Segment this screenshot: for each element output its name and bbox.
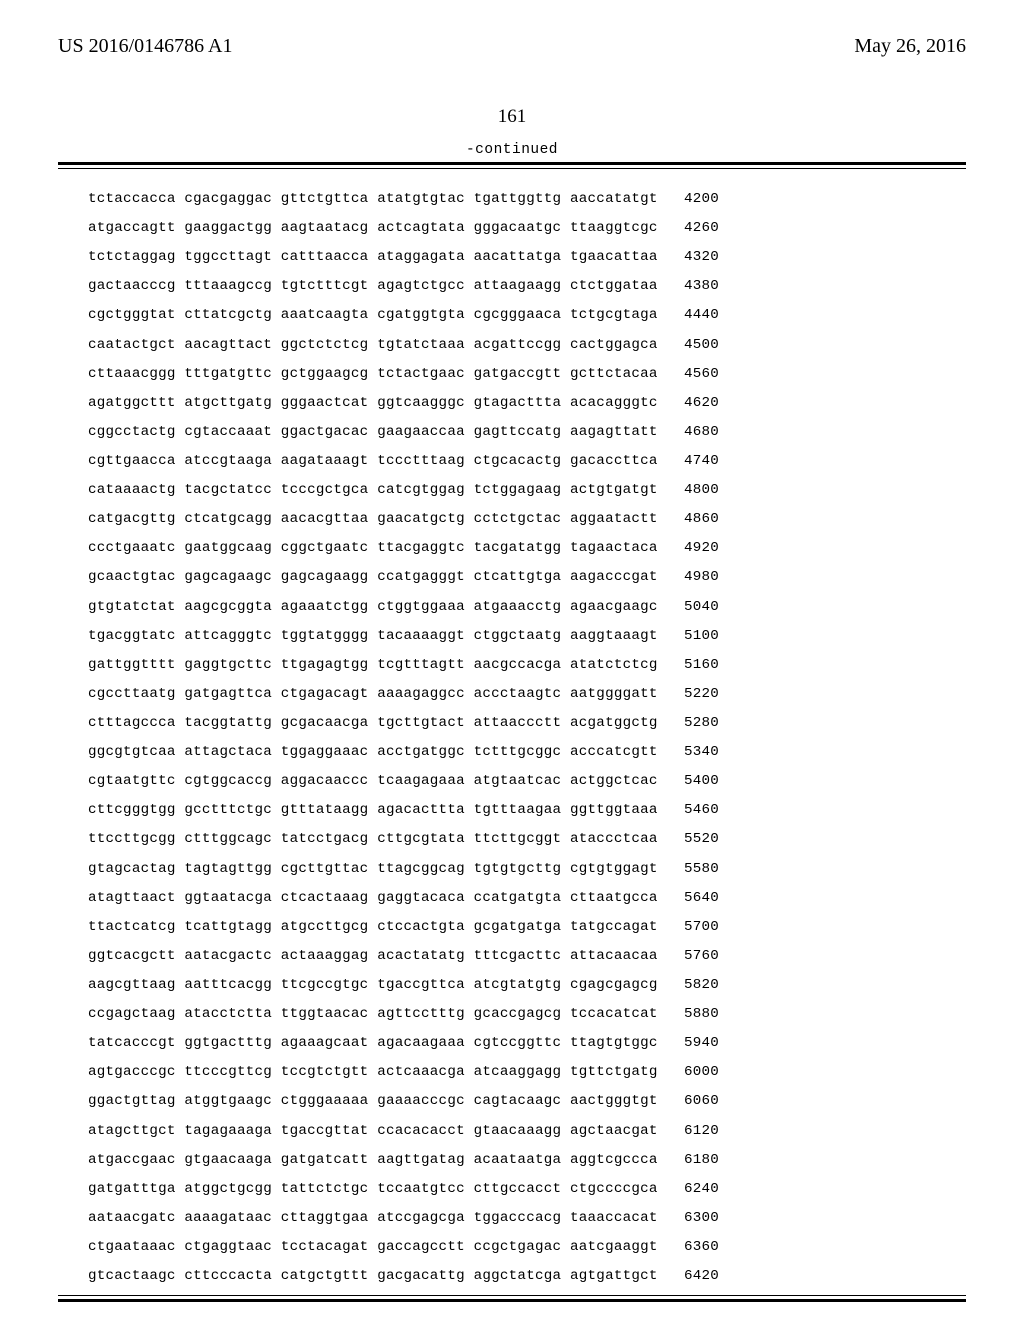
sequence-row: gtgtatctat aagcgcggta agaaatctgg ctggtgg… xyxy=(88,593,966,622)
sequence-row: gatgatttga atggctgcgg tattctctgc tccaatg… xyxy=(88,1175,966,1204)
sequence-row: ggcgtgtcaa attagctaca tggaggaaac acctgat… xyxy=(88,738,966,767)
sequence-row: tctctaggag tggccttagt catttaacca ataggag… xyxy=(88,243,966,272)
sequence-row: ggactgttag atggtgaagc ctgggaaaaa gaaaacc… xyxy=(88,1087,966,1116)
sequence-row: atgaccgaac gtgaacaaga gatgatcatt aagttga… xyxy=(88,1146,966,1175)
sequence-row: cgctgggtat cttatcgctg aaatcaagta cgatggt… xyxy=(88,301,966,330)
sequence-row: aagcgttaag aatttcacgg ttcgccgtgc tgaccgt… xyxy=(88,971,966,1000)
sequence-row: cttcgggtgg gcctttctgc gtttataagg agacact… xyxy=(88,796,966,825)
rule-top-thick xyxy=(58,162,966,165)
sequence-row: atagttaact ggtaatacga ctcactaaag gaggtac… xyxy=(88,884,966,913)
sequence-row: caatactgct aacagttact ggctctctcg tgtatct… xyxy=(88,331,966,360)
sequence-row: gattggtttt gaggtgcttc ttgagagtgg tcgttta… xyxy=(88,651,966,680)
sequence-row: cgtaatgttc cgtggcaccg aggacaaccc tcaagag… xyxy=(88,767,966,796)
sequence-row: atgaccagtt gaaggactgg aagtaatacg actcagt… xyxy=(88,214,966,243)
pub-number: US 2016/0146786 A1 xyxy=(58,35,232,58)
sequence-row: ggtcacgctt aatacgactc actaaaggag acactat… xyxy=(88,942,966,971)
sequence-row: cttaaacggg tttgatgttc gctggaagcg tctactg… xyxy=(88,360,966,389)
sequence-row: gactaacccg tttaaagccg tgtctttcgt agagtct… xyxy=(88,272,966,301)
sequence-row: cgccttaatg gatgagttca ctgagacagt aaaagag… xyxy=(88,680,966,709)
sequence-listing: tctaccacca cgacgaggac gttctgttca atatgtg… xyxy=(58,169,966,1295)
sequence-row: ccgagctaag atacctctta ttggtaacac agttcct… xyxy=(88,1000,966,1029)
page-header: US 2016/0146786 A1 May 26, 2016 xyxy=(58,35,966,58)
sequence-row: ccctgaaatc gaatggcaag cggctgaatc ttacgag… xyxy=(88,534,966,563)
sequence-row: gtagcactag tagtagttgg cgcttgttac ttagcgg… xyxy=(88,855,966,884)
rule-bottom-thin xyxy=(58,1295,966,1296)
sequence-row: gcaactgtac gagcagaagc gagcagaagg ccatgag… xyxy=(88,563,966,592)
sequence-row: cggcctactg cgtaccaaat ggactgacac gaagaac… xyxy=(88,418,966,447)
sequence-row: ttccttgcgg ctttggcagc tatcctgacg cttgcgt… xyxy=(88,825,966,854)
sequence-row: catgacgttg ctcatgcagg aacacgttaa gaacatg… xyxy=(88,505,966,534)
sequence-row: agtgacccgc ttcccgttcg tccgtctgtt actcaaa… xyxy=(88,1058,966,1087)
sequence-row: cgttgaacca atccgtaaga aagataaagt tcccttt… xyxy=(88,447,966,476)
sequence-row: ctgaataaac ctgaggtaac tcctacagat gaccagc… xyxy=(88,1233,966,1262)
sequence-row: tatcacccgt ggtgactttg agaaagcaat agacaag… xyxy=(88,1029,966,1058)
sequence-row: cataaaactg tacgctatcc tcccgctgca catcgtg… xyxy=(88,476,966,505)
sequence-row: agatggcttt atgcttgatg gggaactcat ggtcaag… xyxy=(88,389,966,418)
page: US 2016/0146786 A1 May 26, 2016 161 -con… xyxy=(0,0,1024,1320)
sequence-row: tgacggtatc attcagggtc tggtatgggg tacaaaa… xyxy=(88,622,966,651)
sequence-row: tctaccacca cgacgaggac gttctgttca atatgtg… xyxy=(88,185,966,214)
pub-date: May 26, 2016 xyxy=(854,35,966,58)
sequence-row: ttactcatcg tcattgtagg atgccttgcg ctccact… xyxy=(88,913,966,942)
sequence-row: atagcttgct tagagaaaga tgaccgttat ccacaca… xyxy=(88,1117,966,1146)
sequence-row: aataacgatc aaaagataac cttaggtgaa atccgag… xyxy=(88,1204,966,1233)
rule-bottom-thick xyxy=(58,1299,966,1302)
continued-label: -continued xyxy=(58,142,966,158)
page-number: 161 xyxy=(58,106,966,128)
sequence-row: gtcactaagc cttcccacta catgctgttt gacgaca… xyxy=(88,1262,966,1291)
sequence-row: ctttagccca tacggtattg gcgacaacga tgcttgt… xyxy=(88,709,966,738)
